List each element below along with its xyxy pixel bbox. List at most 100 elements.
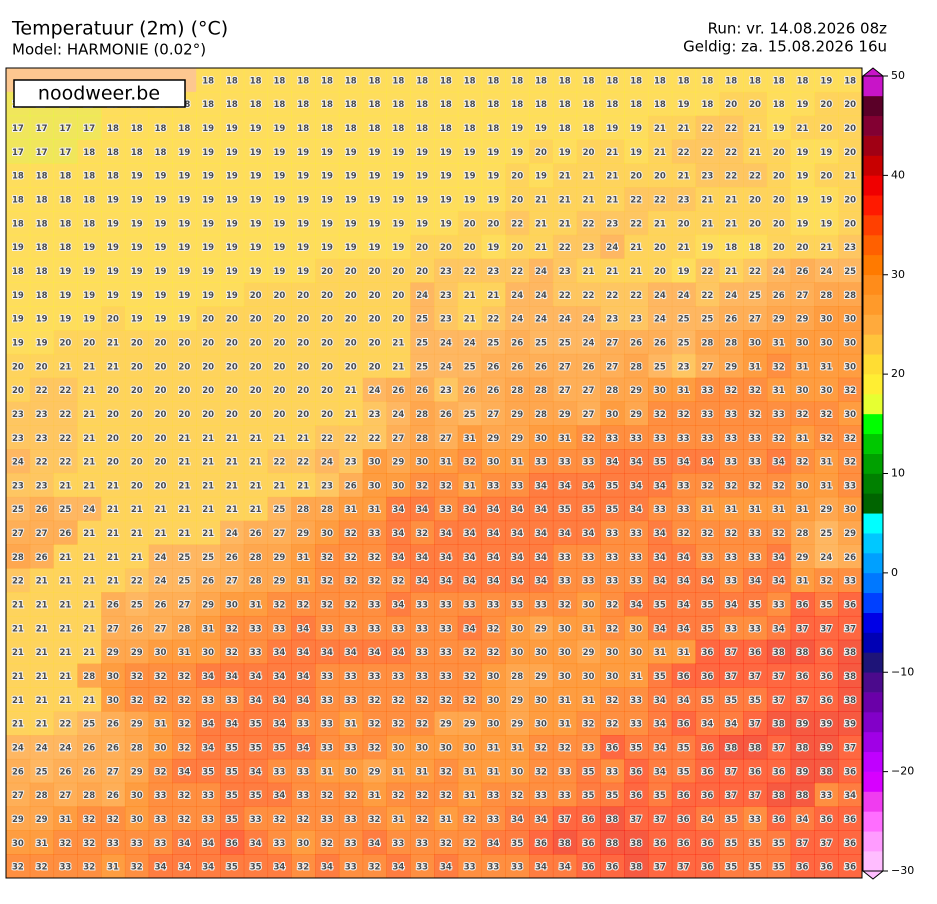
temperature-label: 34 [559, 529, 571, 539]
temperature-label: 20 [773, 148, 785, 158]
temperature-cell [790, 68, 815, 93]
temperature-cell [838, 68, 863, 93]
temperature-label: 18 [202, 76, 214, 86]
temperature-cell [814, 353, 839, 379]
temperature-cell [743, 496, 768, 522]
temperature-cell [220, 258, 245, 283]
temperature-label: 18 [60, 219, 72, 229]
temperature-label: 22 [606, 291, 618, 301]
temperature-label: 37 [725, 648, 737, 658]
temperature-cell [291, 115, 316, 140]
temperature-label: 33 [606, 434, 618, 444]
temperature-cell [576, 496, 601, 522]
temperature-cell [338, 68, 364, 93]
temperature-label: 33 [250, 815, 262, 825]
temperature-label: 19 [440, 219, 452, 229]
temperature-cell [220, 425, 245, 450]
colorbar-tick-label: −10 [891, 665, 914, 678]
temperature-label: 30 [131, 791, 143, 801]
temperature-label: 21 [226, 481, 238, 491]
temperature-cell [101, 544, 126, 569]
temperature-label: 18 [131, 124, 143, 134]
temperature-cell [196, 68, 221, 93]
temperature-label: 21 [83, 696, 95, 706]
temperature-label: 21 [83, 648, 95, 658]
temperature-label: 32 [773, 481, 785, 491]
temperature-label: 20 [844, 124, 856, 134]
temperature-label: 32 [297, 601, 309, 611]
temperature-cell [529, 187, 554, 212]
temperature-label: 33 [297, 720, 309, 730]
temperature-label: 20 [202, 386, 214, 396]
temperature-cell [743, 377, 768, 403]
temperature-cell [410, 68, 435, 93]
temperature-label: 34 [178, 839, 190, 849]
temperature-label: 23 [12, 434, 24, 444]
temperature-cell [552, 282, 578, 307]
colorbar-segment [863, 572, 883, 594]
temperature-cell [790, 139, 815, 164]
temperature-label: 31 [488, 743, 500, 753]
temperature-cell [315, 187, 340, 212]
temperature-cell [481, 91, 506, 117]
temperature-label: 33 [773, 601, 785, 611]
temperature-label: 37 [559, 815, 571, 825]
temperature-cell [362, 330, 387, 355]
temperature-cell [838, 115, 863, 140]
temperature-label: 22 [702, 291, 714, 301]
colorbar-tick-label: 0 [891, 566, 898, 579]
temperature-label: 33 [725, 434, 737, 444]
temperature-label: 18 [702, 76, 714, 86]
temperature-label: 19 [202, 124, 214, 134]
temperature-label: 19 [416, 172, 428, 182]
temperature-cell [814, 473, 839, 498]
temperature-cell [172, 234, 197, 260]
temperature-label: 29 [131, 767, 143, 777]
temperature-label: 34 [654, 481, 666, 491]
temperature-label: 32 [440, 791, 452, 801]
temperature-cell [457, 115, 483, 140]
temperature-label: 33 [630, 720, 642, 730]
temperature-cell [267, 377, 292, 403]
temperature-label: 21 [749, 124, 761, 134]
temperature-label: 27 [702, 362, 714, 372]
temperature-cell [362, 68, 387, 93]
temperature-label: 24 [535, 291, 547, 301]
temperature-cell [481, 115, 506, 140]
temperature-label: 21 [60, 577, 72, 587]
temperature-label: 31 [60, 815, 72, 825]
temperature-label: 29 [725, 362, 737, 372]
temperature-label: 32 [392, 720, 404, 730]
temperature-cell [505, 449, 530, 474]
temperature-cell [695, 401, 720, 426]
temperature-label: 21 [60, 553, 72, 563]
temperature-label: 35 [654, 458, 666, 468]
temperature-label: 35 [226, 743, 238, 753]
temperature-label: 34 [392, 863, 404, 873]
temperature-cell [220, 210, 245, 236]
temperature-cell [148, 568, 173, 593]
temperature-cell [648, 473, 673, 498]
temperature-cell [457, 425, 483, 450]
temperature-label: 19 [416, 196, 428, 206]
temperature-label: 26 [131, 624, 143, 634]
temperature-label: 30 [155, 743, 167, 753]
temperature-label: 34 [416, 577, 428, 587]
temperature-cell [600, 258, 625, 283]
temperature-cell [695, 330, 720, 355]
temperature-label: 22 [131, 577, 143, 587]
temperature-cell [77, 425, 102, 450]
temperature-label: 34 [606, 458, 618, 468]
temperature-label: 34 [202, 720, 214, 730]
temperature-cell [457, 353, 483, 379]
temperature-label: 34 [440, 863, 452, 873]
temperature-cell [6, 258, 31, 283]
temperature-label: 38 [559, 839, 571, 849]
colorbar-segment [863, 851, 883, 872]
temperature-label: 26 [773, 291, 785, 301]
temperature-label: 32 [583, 434, 595, 444]
temperature-cell [315, 473, 340, 498]
temperature-label: 18 [107, 148, 119, 158]
temperature-label: 23 [678, 196, 690, 206]
temperature-label: 23 [606, 315, 618, 325]
